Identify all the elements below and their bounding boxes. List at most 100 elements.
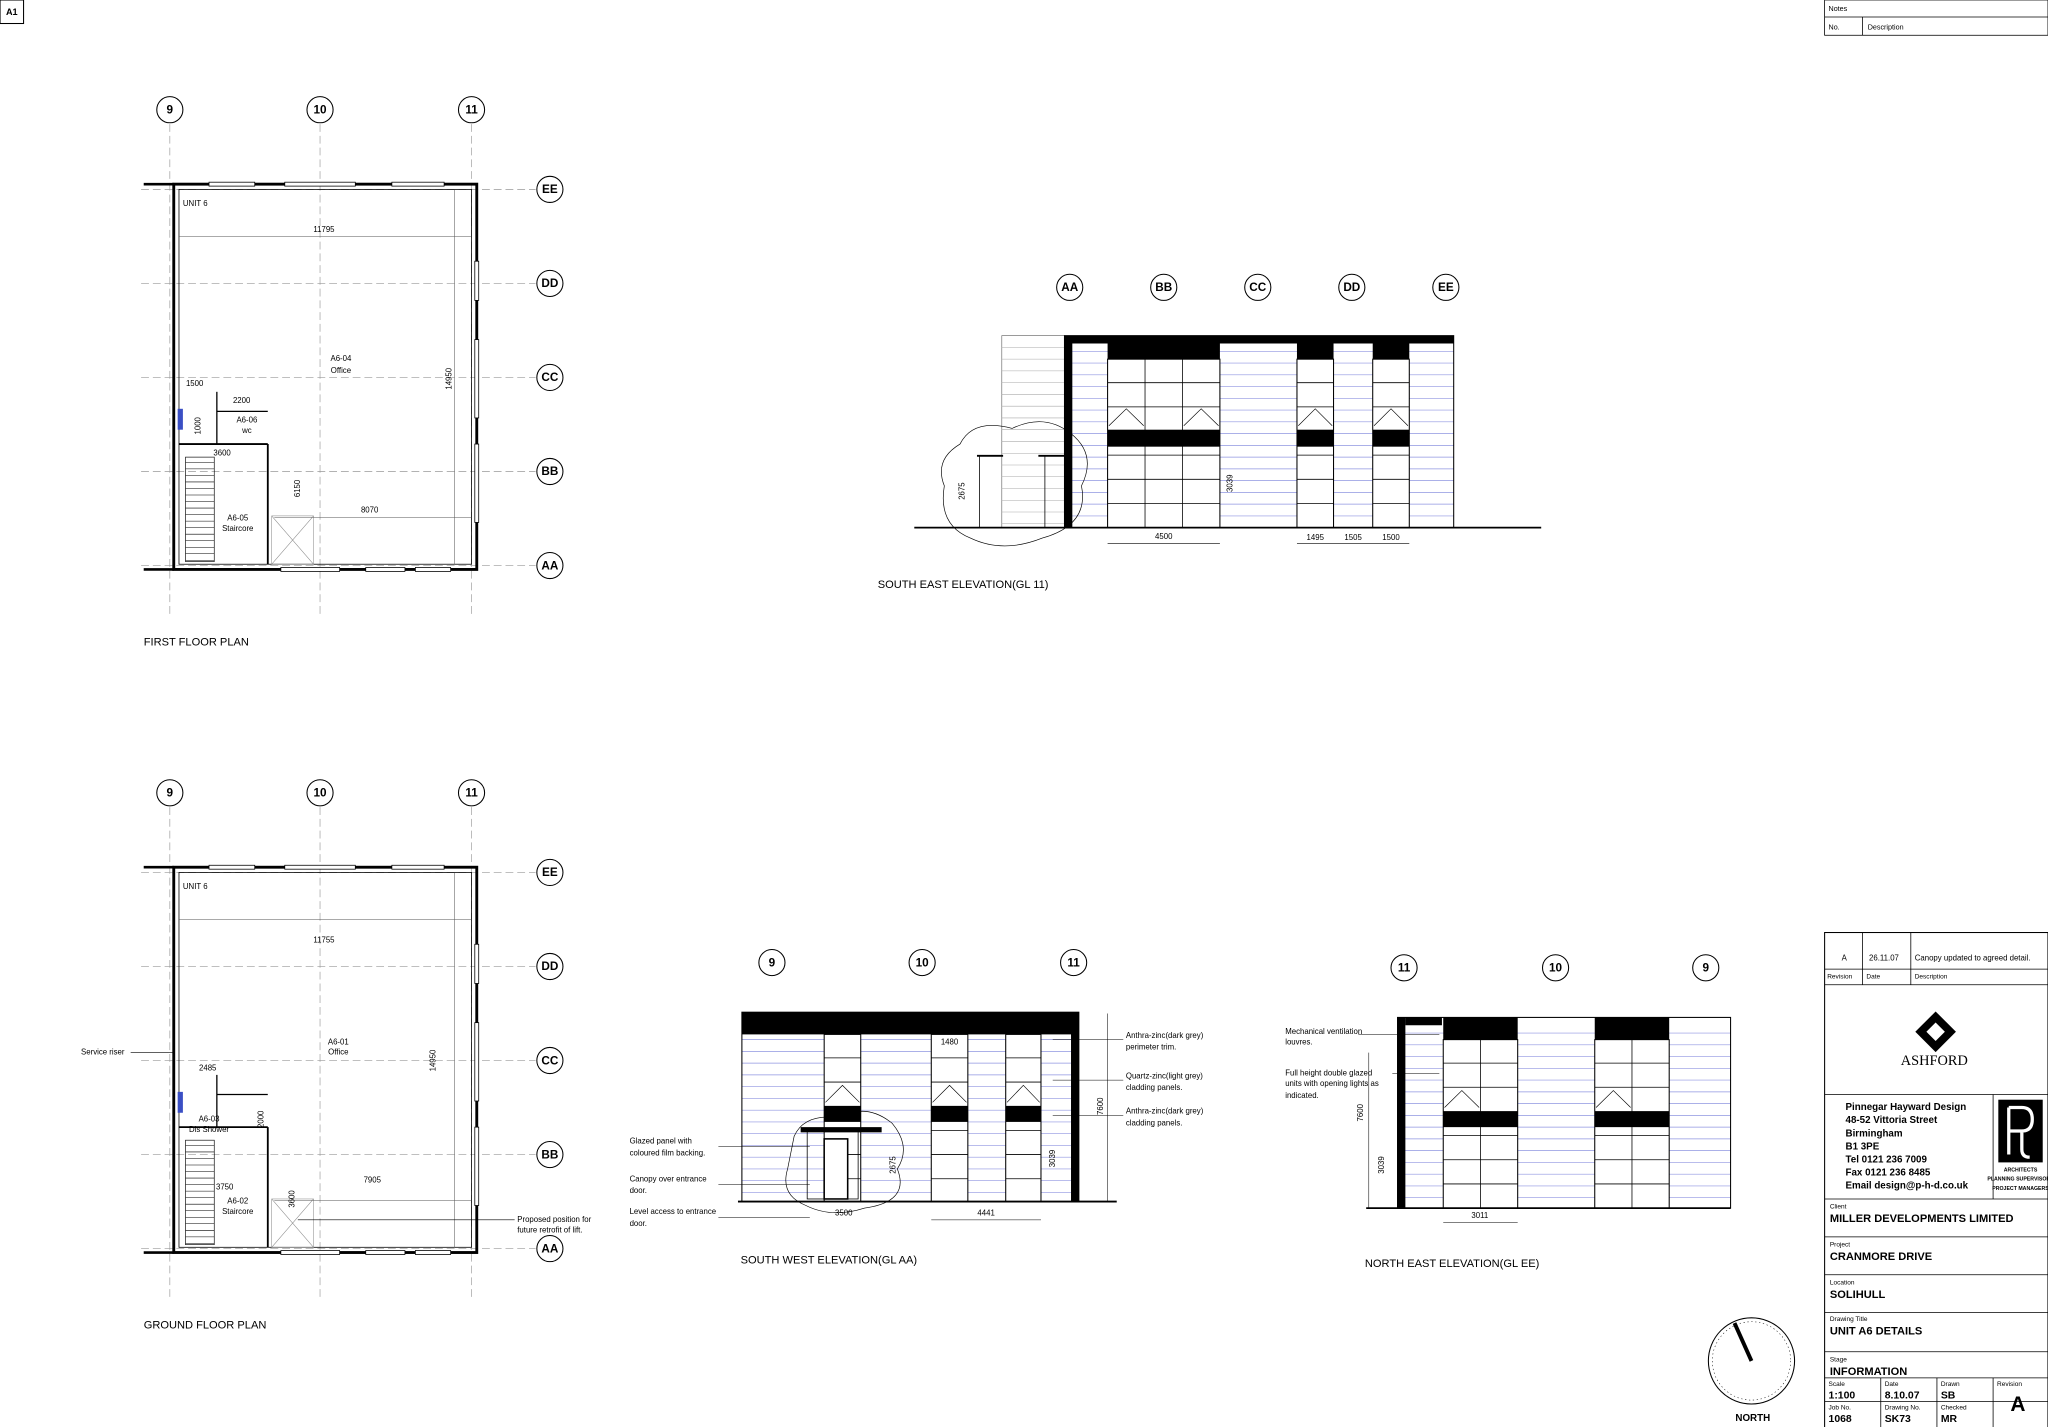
rect <box>414 567 452 572</box>
dimension: 8070 <box>361 506 379 515</box>
grid-bubble <box>536 1046 564 1075</box>
label: Location <box>1830 1279 1855 1286</box>
rect <box>177 408 183 430</box>
annotation: perimeter trim. <box>1126 1043 1176 1052</box>
dimension: 11755 <box>313 935 335 944</box>
label: Service riser <box>81 1048 125 1057</box>
dimension: 3039 <box>1048 1150 1057 1167</box>
architect-line: 48-52 Vittoria Street <box>1846 1115 1938 1126</box>
dimension: 3500 <box>835 1208 853 1217</box>
label: Description <box>1868 23 1904 31</box>
annotation: Mechanical ventilation <box>1285 1027 1362 1036</box>
opening-light <box>1183 408 1219 427</box>
architect-line: B1 3PE <box>1846 1141 1880 1152</box>
label: future retrofit of lift. <box>517 1225 582 1234</box>
label: UNIT 6 <box>183 199 208 208</box>
opening-light <box>932 1084 967 1103</box>
rect <box>474 260 480 301</box>
dimension: 2485 <box>199 1063 217 1072</box>
label: A6-04 <box>330 354 352 363</box>
label: Proposed position for <box>517 1215 591 1224</box>
rect <box>1001 335 1065 528</box>
label: ARCHITECTS <box>2004 1168 2038 1174</box>
label: Staircore <box>222 1207 253 1216</box>
rect <box>365 1250 406 1255</box>
rect <box>185 1139 215 1246</box>
label: CRANMORE DRIVE <box>1830 1251 1932 1263</box>
label: A6-01 <box>328 1037 349 1046</box>
grid-label: BB <box>1155 281 1172 294</box>
rect <box>1296 429 1334 447</box>
grid-bubble <box>1338 273 1366 301</box>
grid-label: 9 <box>769 956 776 969</box>
rect <box>271 1198 314 1248</box>
label: UNIT A6 DETAILS <box>1830 1325 1922 1337</box>
label: Office <box>328 1048 348 1057</box>
dimension: 2000 <box>256 1110 265 1128</box>
label: MR <box>1941 1414 1958 1425</box>
rect <box>178 188 472 565</box>
label: SOLIHULL <box>1830 1289 1886 1301</box>
rect <box>1594 1017 1670 1040</box>
rect <box>414 1250 452 1255</box>
grid-bubble <box>536 858 564 887</box>
dimension: 7600 <box>1096 1097 1105 1115</box>
rect <box>474 943 480 984</box>
north-circle <box>1707 1317 1796 1405</box>
grid-label: BB <box>541 1148 558 1161</box>
grid-bubble <box>536 457 564 486</box>
rect <box>1405 1017 1442 1026</box>
label: SK73 <box>1885 1414 1911 1425</box>
rect <box>931 1106 968 1122</box>
label: Scale <box>1829 1381 1846 1388</box>
dimension: 3600 <box>213 448 231 457</box>
annotation: Anthra-zinc(dark grey) <box>1126 1107 1204 1116</box>
dimension: 6150 <box>293 479 302 497</box>
grid-bubble <box>536 1140 564 1169</box>
annotation: cladding panels. <box>1126 1083 1183 1092</box>
label: Description <box>1915 974 1948 981</box>
annotation: units with opening lights as <box>1285 1079 1379 1088</box>
grid-bubble <box>457 96 486 124</box>
dimension: 1000 <box>194 416 203 434</box>
annotation: Anthra-zinc(dark grey) <box>1126 1031 1204 1040</box>
tree-outline <box>785 1111 904 1214</box>
grid-label: EE <box>542 866 558 879</box>
label: A6-06 <box>236 416 258 425</box>
architect-line: Fax 0121 236 8485 <box>1846 1167 1931 1178</box>
label: A <box>2010 1393 2025 1416</box>
rect <box>741 1012 1079 1035</box>
rect <box>1443 1111 1518 1128</box>
annotation: louvres. <box>1285 1037 1312 1046</box>
label: Drawing Title <box>1830 1316 1868 1323</box>
grid-bubble <box>1244 273 1272 301</box>
label: Dis Shower <box>189 1125 229 1134</box>
plan-title: GROUND FLOOR PLAN <box>144 1320 267 1332</box>
rect <box>178 872 472 1248</box>
label: Checked <box>1941 1405 1967 1412</box>
architect-line: Tel 0121 236 7009 <box>1846 1154 1928 1165</box>
opening-light <box>825 1084 860 1103</box>
architect-logo <box>2007 1105 2034 1159</box>
dimension: 3039 <box>1377 1156 1386 1173</box>
label: 26.11.07 <box>1869 954 1899 963</box>
tree-outline <box>941 421 1088 547</box>
grid-label: 11 <box>1398 962 1411 975</box>
rect <box>823 1138 849 1200</box>
grid-bubble <box>536 269 564 297</box>
rect <box>1372 429 1410 447</box>
grid-label: 9 <box>1702 962 1709 975</box>
rect <box>824 1106 861 1122</box>
rect <box>1064 335 1454 344</box>
grid-label: 10 <box>1549 962 1563 975</box>
dimension: 7905 <box>364 1176 382 1185</box>
dimension: 1500 <box>1382 533 1400 542</box>
grid-label: 10 <box>313 787 327 800</box>
rect <box>1107 429 1220 447</box>
rect <box>1824 0 2048 36</box>
grid-label: 11 <box>465 787 478 800</box>
dimension: 3600 <box>288 1190 297 1208</box>
grid-bubble <box>536 175 564 203</box>
grid-bubble <box>758 948 786 977</box>
dimension: 3039 <box>1225 475 1234 492</box>
